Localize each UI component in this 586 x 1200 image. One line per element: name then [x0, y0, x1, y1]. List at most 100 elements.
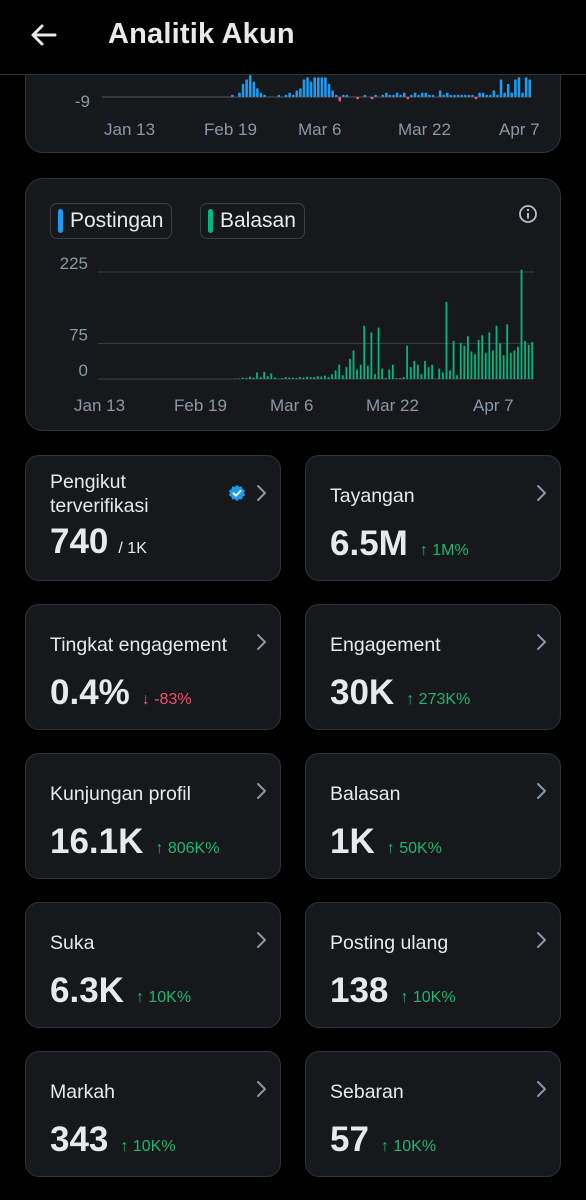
metric-label: Pengikut terverifikasi	[50, 471, 149, 517]
bar	[299, 88, 302, 97]
legend-postingan[interactable]: Postingan	[50, 203, 173, 239]
metric-change: ↓ -83%	[141, 691, 192, 708]
bar	[263, 371, 266, 379]
metric-card-suka[interactable]: Suka 6.3K ↑ 10K%	[25, 902, 281, 1028]
back-button[interactable]	[26, 18, 60, 52]
bar	[327, 83, 331, 97]
info-icon[interactable]	[518, 204, 538, 224]
bar	[320, 376, 323, 379]
bar	[399, 94, 402, 97]
x-tick-label: Mar 22	[366, 396, 419, 415]
metric-label: Tayangan	[330, 485, 415, 507]
metric-card-pengikut-terverifikasi[interactable]: Pengikut terverifikasi 740 / 1K	[25, 455, 281, 581]
legend-balasan[interactable]: Balasan	[200, 203, 305, 239]
bar	[395, 92, 399, 97]
metric-subtext: / 1K	[118, 540, 147, 557]
bar	[352, 350, 355, 379]
bar	[266, 376, 269, 379]
bar	[374, 374, 376, 379]
chevron-right-icon	[257, 1081, 266, 1097]
metric-value-row: 6.3K ↑ 10K%	[50, 971, 191, 1011]
bar	[521, 92, 524, 97]
bar	[492, 90, 496, 97]
bar	[456, 375, 459, 379]
bar	[431, 94, 435, 97]
y-tick-label: 225	[60, 254, 88, 273]
verified-badge-icon	[228, 484, 246, 502]
bar	[381, 94, 385, 97]
metric-card-kunjungan-profil[interactable]: Kunjungan profil 16.1K ↑ 806K%	[25, 753, 281, 879]
bar	[449, 370, 451, 379]
bar	[342, 94, 345, 97]
bar	[438, 368, 441, 379]
metric-value: 57	[330, 1120, 369, 1159]
metric-change: ↑ 50K%	[386, 840, 442, 857]
metric-change: ↑ 10K%	[135, 989, 192, 1006]
legend-swatch-balasan	[208, 209, 213, 233]
bar	[431, 364, 434, 379]
x-tick-label: Jan 13	[104, 120, 155, 139]
bar	[488, 332, 491, 379]
metric-card-tayangan[interactable]: Tayangan 6.5M ↑ 1M%	[305, 455, 561, 581]
bar	[245, 79, 248, 97]
bar	[524, 77, 528, 97]
x-tick-label: Jan 13	[74, 396, 125, 415]
metric-label: Posting ulang	[330, 932, 449, 954]
bar	[495, 325, 498, 379]
bar	[528, 79, 531, 97]
metric-label: Kunjungan profil	[50, 783, 191, 805]
metric-value: 138	[330, 971, 389, 1010]
bar	[413, 92, 417, 97]
bar	[259, 92, 263, 97]
bar	[460, 94, 463, 97]
bar	[470, 351, 473, 379]
metric-card-balasan[interactable]: Balasan 1K ↑ 50K%	[305, 753, 561, 879]
metric-value: 30K	[330, 673, 395, 712]
metric-value: 740	[50, 522, 109, 561]
bar-negative	[474, 97, 478, 100]
bar-negative	[356, 97, 359, 100]
metric-value: 6.3K	[50, 971, 124, 1010]
x-tick-label: Mar 22	[398, 120, 451, 139]
chevron-right-icon	[537, 932, 546, 948]
bar	[241, 83, 245, 97]
bar	[506, 83, 510, 97]
metric-value-row: 138 ↑ 10K%	[330, 971, 456, 1011]
metric-card-engagement[interactable]: Engagement 30K ↑ 273K%	[305, 604, 561, 730]
bar	[402, 377, 405, 379]
metric-card-sebaran[interactable]: Sebaran 57 ↑ 10K%	[305, 1051, 561, 1177]
bar	[256, 372, 258, 379]
bar	[317, 77, 320, 97]
metric-value: 343	[50, 1120, 109, 1159]
bar	[463, 345, 466, 379]
bar	[309, 377, 312, 379]
bar	[288, 377, 291, 379]
bar	[489, 94, 492, 97]
x-tick-label: Feb 19	[174, 396, 227, 415]
metric-card-tingkat-engagement[interactable]: Tingkat engagement 0.4% ↓ -83%	[25, 604, 281, 730]
metric-value: 6.5M	[330, 524, 408, 563]
chevron-right-icon	[257, 634, 266, 650]
bar	[374, 94, 377, 97]
metric-card-markah[interactable]: Markah 343 ↑ 10K%	[25, 1051, 281, 1177]
bar	[406, 345, 409, 379]
metric-card-posting-ulang[interactable]: Posting ulang 138 ↑ 10K%	[305, 902, 561, 1028]
metric-value-row: 0.4% ↓ -83%	[50, 673, 192, 713]
bar	[363, 325, 366, 379]
bar	[441, 372, 444, 379]
metric-value-row: 6.5M ↑ 1M%	[330, 524, 469, 564]
bar	[409, 367, 412, 379]
bar	[356, 369, 358, 379]
bar	[481, 335, 484, 379]
y-tick-label: -9	[75, 92, 90, 111]
bar	[531, 341, 534, 379]
bar	[245, 378, 248, 379]
metric-label: Sebaran	[330, 1081, 404, 1103]
bar	[420, 374, 423, 379]
chevron-right-icon	[537, 1081, 546, 1097]
chevron-right-icon	[537, 783, 546, 799]
bar	[395, 378, 398, 379]
metric-value-row: 57 ↑ 10K%	[330, 1120, 436, 1160]
activity-chart-card: Postingan Balasan 225 75 0 Jan 13 Feb 19 Mar …	[25, 178, 561, 431]
bar	[391, 364, 394, 379]
